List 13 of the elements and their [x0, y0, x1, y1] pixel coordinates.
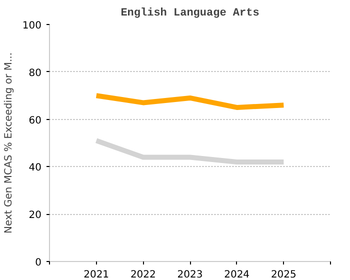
y-tick-label: 0 — [35, 258, 42, 268]
y-tick-label: 100 — [22, 20, 42, 32]
y-tick-label: 80 — [28, 68, 42, 79]
y-tick-label: 60 — [28, 115, 42, 126]
y-axis-title: Next Gen MCAS % Exceeding or M... — [3, 52, 14, 234]
x-tick-label: 2023 — [177, 270, 203, 280]
chart-title: English Language Arts — [120, 8, 260, 20]
x-tick-label: 2021 — [84, 270, 110, 280]
x-tick-label: 2025 — [270, 270, 296, 280]
y-tick-label: 40 — [28, 162, 42, 174]
x-tick-label: 2024 — [224, 270, 250, 280]
x-tick-label: 2022 — [130, 270, 156, 280]
y-tick-label: 20 — [28, 210, 42, 222]
